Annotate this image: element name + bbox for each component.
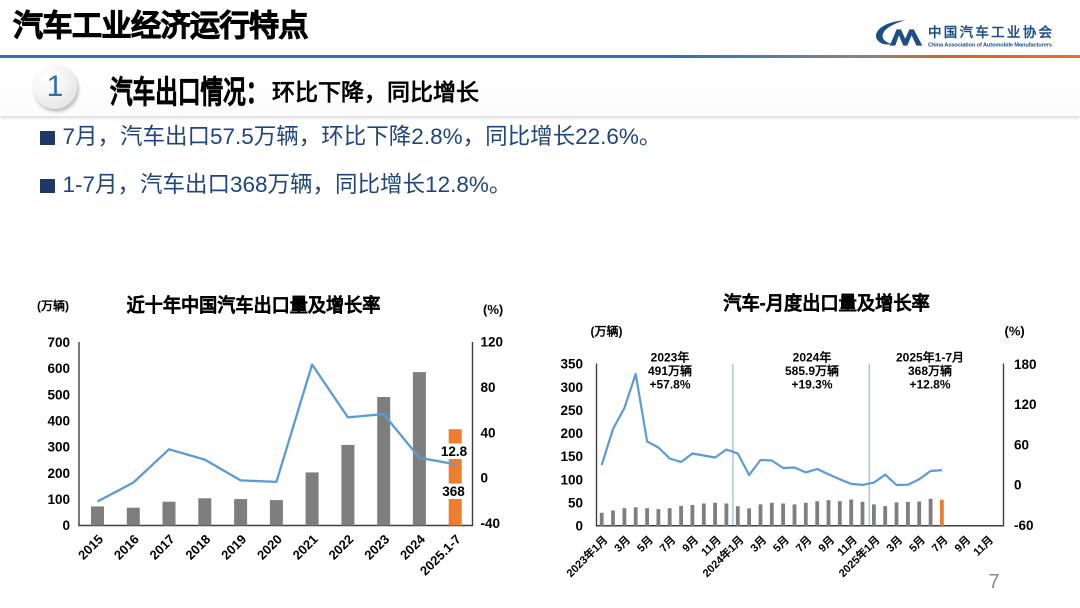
svg-text:585.9万辆: 585.9万辆 bbox=[785, 363, 839, 378]
svg-text:100: 100 bbox=[47, 492, 70, 507]
svg-text:近十年中国汽车出口量及增长率: 近十年中国汽车出口量及增长率 bbox=[127, 294, 381, 315]
svg-text:(万辆): (万辆) bbox=[591, 324, 623, 339]
svg-text:7月: 7月 bbox=[657, 533, 678, 554]
svg-text:+57.8%: +57.8% bbox=[649, 378, 690, 392]
svg-text:2023年: 2023年 bbox=[651, 350, 690, 365]
svg-text:(万辆): (万辆) bbox=[37, 298, 69, 313]
svg-text:-60: -60 bbox=[1014, 518, 1034, 533]
svg-text:5月: 5月 bbox=[907, 533, 928, 554]
svg-text:60: 60 bbox=[1014, 438, 1029, 453]
svg-text:400: 400 bbox=[47, 414, 70, 429]
svg-text:2023年1月: 2023年1月 bbox=[563, 533, 610, 580]
svg-text:2023: 2023 bbox=[361, 532, 392, 563]
svg-text:11月: 11月 bbox=[971, 533, 996, 558]
svg-text:300: 300 bbox=[47, 440, 70, 455]
svg-text:2016: 2016 bbox=[111, 532, 142, 563]
svg-text:40: 40 bbox=[481, 425, 496, 440]
svg-text:3月: 3月 bbox=[748, 533, 769, 554]
svg-text:2024: 2024 bbox=[397, 531, 429, 563]
svg-text:2018: 2018 bbox=[182, 532, 213, 563]
svg-text:100: 100 bbox=[560, 472, 583, 487]
svg-text:+19.3%: +19.3% bbox=[791, 378, 832, 392]
svg-text:0: 0 bbox=[575, 519, 583, 534]
svg-text:180: 180 bbox=[1014, 357, 1037, 372]
svg-text:120: 120 bbox=[1014, 397, 1037, 412]
svg-text:50: 50 bbox=[568, 495, 583, 510]
svg-text:-40: -40 bbox=[481, 516, 501, 531]
svg-text:250: 250 bbox=[560, 403, 583, 418]
svg-text:200: 200 bbox=[47, 466, 70, 481]
svg-text:2017: 2017 bbox=[147, 532, 178, 563]
svg-text:12.8: 12.8 bbox=[441, 444, 468, 459]
svg-text:7月: 7月 bbox=[793, 533, 814, 554]
svg-text:9月: 9月 bbox=[816, 533, 837, 554]
svg-text:2020: 2020 bbox=[254, 532, 285, 563]
svg-text:2022: 2022 bbox=[325, 532, 356, 563]
svg-text:3月: 3月 bbox=[612, 533, 633, 554]
svg-text:300: 300 bbox=[560, 380, 583, 395]
svg-text:150: 150 bbox=[560, 449, 583, 464]
svg-text:2015: 2015 bbox=[75, 532, 106, 563]
svg-text:5月: 5月 bbox=[770, 533, 791, 554]
svg-text:368: 368 bbox=[442, 484, 465, 499]
svg-text:7: 7 bbox=[988, 571, 999, 593]
svg-text:350: 350 bbox=[560, 357, 583, 372]
svg-text:700: 700 bbox=[47, 335, 70, 350]
svg-text:9月: 9月 bbox=[680, 533, 701, 554]
svg-text:0: 0 bbox=[1014, 478, 1022, 493]
svg-text:368万辆: 368万辆 bbox=[908, 363, 952, 378]
svg-text:0: 0 bbox=[481, 471, 489, 486]
svg-text:500: 500 bbox=[47, 387, 70, 402]
svg-text:(%): (%) bbox=[1005, 324, 1025, 339]
svg-text:600: 600 bbox=[47, 361, 70, 376]
svg-text:中国汽车工业协会: 中国汽车工业协会 bbox=[928, 24, 1053, 40]
svg-text:汽车-月度出口量及增长率: 汽车-月度出口量及增长率 bbox=[723, 292, 930, 313]
svg-text:5月: 5月 bbox=[634, 533, 655, 554]
svg-text:491万辆: 491万辆 bbox=[648, 363, 692, 378]
svg-text:3月: 3月 bbox=[884, 533, 905, 554]
svg-text:(%): (%) bbox=[483, 302, 503, 317]
svg-text:9月: 9月 bbox=[952, 533, 973, 554]
svg-text:7月: 7月 bbox=[929, 533, 950, 554]
svg-text:2024年: 2024年 bbox=[793, 350, 832, 365]
svg-text:+12.8%: +12.8% bbox=[909, 378, 950, 392]
svg-text:2021: 2021 bbox=[290, 532, 321, 563]
svg-text:2025年1-7月: 2025年1-7月 bbox=[896, 350, 964, 365]
svg-text:2019: 2019 bbox=[218, 532, 249, 563]
svg-text:80: 80 bbox=[481, 380, 496, 395]
svg-text:China Association of Automobil: China Association of Automobile Manufact… bbox=[928, 43, 1052, 49]
svg-text:0: 0 bbox=[62, 518, 70, 533]
svg-text:120: 120 bbox=[481, 335, 504, 350]
svg-text:200: 200 bbox=[560, 426, 583, 441]
